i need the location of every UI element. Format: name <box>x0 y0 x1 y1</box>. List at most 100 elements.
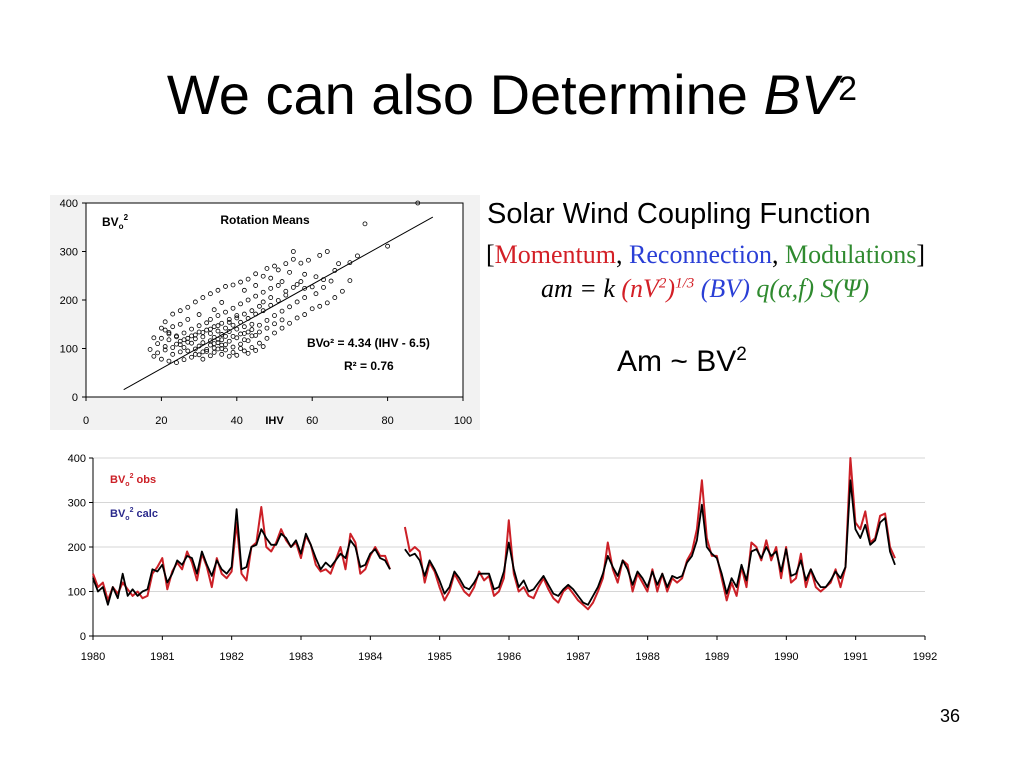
y-tick-label: 300 <box>68 498 86 510</box>
scatter-point <box>257 303 262 309</box>
scatter-point <box>241 287 247 293</box>
am-text: Am ~ BV <box>617 345 737 378</box>
scatter-point <box>249 345 255 350</box>
scatter-point <box>223 309 228 315</box>
scatter-point <box>223 284 228 289</box>
scatter-point <box>192 299 198 305</box>
scatter-point <box>208 353 213 359</box>
scatter-point <box>238 331 243 337</box>
x-tick-label: 1990 <box>774 651 798 663</box>
scatter-point <box>219 337 225 343</box>
scatter-point <box>166 337 172 343</box>
x-tick-label: 20 <box>155 415 167 427</box>
scatter-point <box>241 337 247 343</box>
comma-1: , <box>616 240 630 269</box>
scatter-point <box>298 279 304 284</box>
x-tick-label: 1980 <box>81 651 105 663</box>
scatter-point <box>249 308 255 314</box>
scatter-point <box>317 303 323 309</box>
scatter-point <box>260 289 266 295</box>
scatter-point <box>257 322 262 328</box>
scatter-point <box>162 319 168 325</box>
timeseries-chart: 0 100 200 300 400 1980 1981 1982 1983 1984 1985 198… <box>68 453 938 663</box>
scatter-point <box>192 351 198 357</box>
scatter-point <box>181 357 187 363</box>
scatter-point <box>321 284 326 290</box>
scatter-points <box>147 200 421 365</box>
scatter-point <box>302 285 308 291</box>
scatter-point <box>302 271 308 277</box>
scatter-point <box>298 260 304 266</box>
y-tick-label: 100 <box>68 587 86 599</box>
scatter-point <box>264 317 270 323</box>
scatter-point <box>260 273 266 279</box>
x-tick-label: 1981 <box>150 651 174 663</box>
scatter-point <box>181 330 187 336</box>
x-tick-label: 0 <box>83 415 89 427</box>
scatter-point <box>234 313 240 318</box>
scatter-point <box>268 295 274 300</box>
x-tick-label: 80 <box>381 415 393 427</box>
scatter-point <box>313 291 319 297</box>
scatter-point <box>253 348 259 353</box>
title-sup: 2 <box>838 70 858 108</box>
scatter-point <box>324 249 330 254</box>
scatter-point <box>279 279 285 284</box>
y-tick-label: 400 <box>68 453 86 465</box>
y-tick-label: 200 <box>60 295 78 307</box>
scatter-point <box>241 311 247 317</box>
scatter-point <box>275 267 281 273</box>
x-tick-label: 1989 <box>705 651 729 663</box>
scatter-point <box>219 300 225 305</box>
scatter-point <box>211 341 217 347</box>
scatter-point <box>200 356 206 362</box>
y-tick-label: 0 <box>80 631 86 643</box>
bracket-open: [ <box>486 240 495 269</box>
scatter-point <box>223 333 228 339</box>
scatter-point <box>215 328 221 334</box>
scatter-point <box>306 257 311 263</box>
legend-entry: BVo2 calc <box>110 507 158 522</box>
scatter-point <box>185 348 191 354</box>
scatter-point <box>317 252 323 258</box>
scatter-point <box>234 352 240 358</box>
scatter-point <box>257 340 262 346</box>
scatter-point <box>200 330 206 335</box>
scatter-point <box>279 317 285 323</box>
comma-2: , <box>771 240 785 269</box>
eq-momentum: (nV2)1/3 <box>621 274 694 303</box>
x-tick-label: 1991 <box>843 651 867 663</box>
bracket-close: ] <box>916 240 926 269</box>
modulations-term: Modulations <box>784 240 917 269</box>
scatter-point <box>219 332 225 337</box>
scatter-point <box>287 269 292 275</box>
scatter-point <box>155 350 161 356</box>
scatter-point <box>162 327 168 333</box>
scatter-point <box>290 249 296 254</box>
x-tick-label: 1987 <box>566 651 590 663</box>
eq-red-close: ) <box>666 274 676 303</box>
scatter-point <box>241 348 247 354</box>
scatter-point <box>287 304 292 310</box>
scatter-point <box>253 271 259 277</box>
scatter-point <box>174 333 179 339</box>
scatter-point <box>226 319 232 325</box>
scatter-point <box>177 308 183 314</box>
scatter-point <box>245 350 251 356</box>
scatter-point <box>170 351 176 357</box>
scatter-point <box>339 288 345 294</box>
scatter-point <box>245 329 251 335</box>
scatter-point <box>264 266 270 271</box>
scatter-point <box>226 317 232 322</box>
scatter-point <box>166 331 172 337</box>
title-main: We can also Determine <box>166 63 764 126</box>
scatter-point <box>362 221 368 227</box>
scatter-point <box>181 345 187 350</box>
am-sup: 2 <box>736 344 747 365</box>
x-tick-label: 60 <box>306 415 318 427</box>
x-tick-label: 1984 <box>358 651 382 663</box>
scatter-point <box>234 315 240 321</box>
scatter-point <box>177 349 183 355</box>
scatter-point <box>290 284 296 290</box>
scatter-point <box>279 325 285 331</box>
